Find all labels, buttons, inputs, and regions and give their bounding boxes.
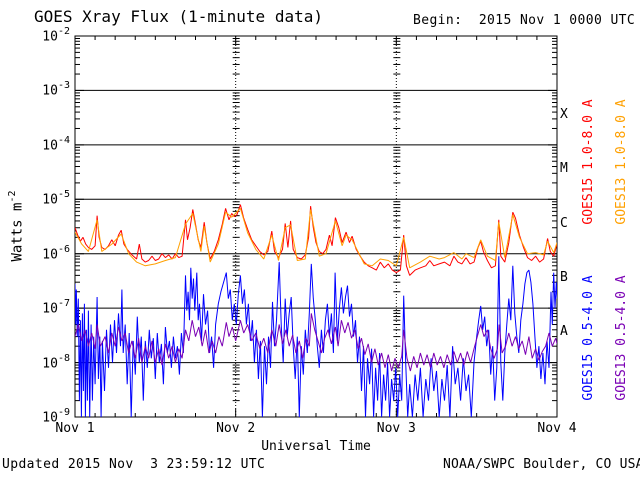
y-axis-label-exponent: -2 bbox=[7, 190, 18, 203]
y-tick-label: 10-4 bbox=[26, 134, 70, 154]
y-tick-exponent: -2 bbox=[57, 26, 70, 37]
y-axis-label: Watts m-2 bbox=[7, 166, 26, 286]
y-tick-base: 10 bbox=[42, 301, 58, 317]
flux-class-letter: M bbox=[560, 161, 568, 177]
x-tick-label: Nov 1 bbox=[55, 421, 95, 436]
y-tick-exponent: -7 bbox=[57, 298, 70, 310]
begin-timestamp: Begin: 2015 Nov 1 0000 UTC bbox=[413, 13, 636, 28]
y-tick-base: 10 bbox=[42, 247, 58, 263]
y-tick-label: 10-8 bbox=[26, 352, 70, 371]
y-tick-base: 10 bbox=[42, 29, 58, 45]
series-goes13-short bbox=[75, 313, 557, 372]
series-goes15-long bbox=[75, 204, 557, 276]
x-tick-label: Nov 3 bbox=[376, 421, 416, 436]
x-axis-label: Universal Time bbox=[261, 439, 371, 454]
x-tick-label: Nov 4 bbox=[537, 421, 577, 436]
series-goes15-short bbox=[75, 256, 557, 417]
y-tick-label: 10-3 bbox=[26, 80, 70, 99]
series-goes13-long bbox=[75, 208, 557, 269]
updated-timestamp: Updated 2015 Nov 3 23:59:12 UTC bbox=[2, 457, 266, 472]
y-tick-label: 10-2 bbox=[26, 26, 70, 45]
page-title: GOES Xray Flux (1-minute data) bbox=[34, 7, 323, 26]
flux-class-letter: B bbox=[560, 269, 568, 285]
source-credit: NOAA/SWPC Boulder, CO USA bbox=[443, 457, 640, 472]
y-tick-base: 10 bbox=[42, 138, 58, 154]
y-tick-base: 10 bbox=[42, 410, 58, 426]
y-tick-exponent: -8 bbox=[57, 352, 70, 364]
y-axis-label-base: Watts m bbox=[9, 202, 26, 262]
y-tick-label: 10-7 bbox=[26, 298, 70, 317]
legend-label: GOES13 0.5-4.0 A bbox=[614, 275, 629, 401]
flux-class-letter: A bbox=[560, 324, 568, 340]
y-tick-label: 10-5 bbox=[26, 189, 70, 208]
legend-label: GOES15 1.0-8.0 A bbox=[581, 99, 596, 225]
y-tick-exponent: -3 bbox=[57, 80, 70, 92]
y-tick-base: 10 bbox=[42, 192, 58, 208]
y-tick-exponent: -9 bbox=[57, 407, 70, 418]
y-tick-exponent: -4 bbox=[57, 134, 70, 146]
flux-class-letter: C bbox=[560, 215, 568, 231]
y-tick-base: 10 bbox=[42, 83, 58, 99]
y-tick-exponent: -6 bbox=[57, 243, 70, 255]
y-tick-base: 10 bbox=[42, 355, 58, 371]
y-tick-label: 10-6 bbox=[26, 243, 70, 263]
y-tick-label: 10-9 bbox=[26, 407, 70, 426]
legend-label: GOES15 0.5-4.0 A bbox=[581, 275, 596, 401]
y-tick-exponent: -5 bbox=[57, 189, 70, 201]
x-tick-label: Nov 2 bbox=[216, 421, 256, 436]
legend-label: GOES13 1.0-8.0 A bbox=[614, 99, 629, 225]
flux-class-letter: X bbox=[560, 106, 568, 122]
